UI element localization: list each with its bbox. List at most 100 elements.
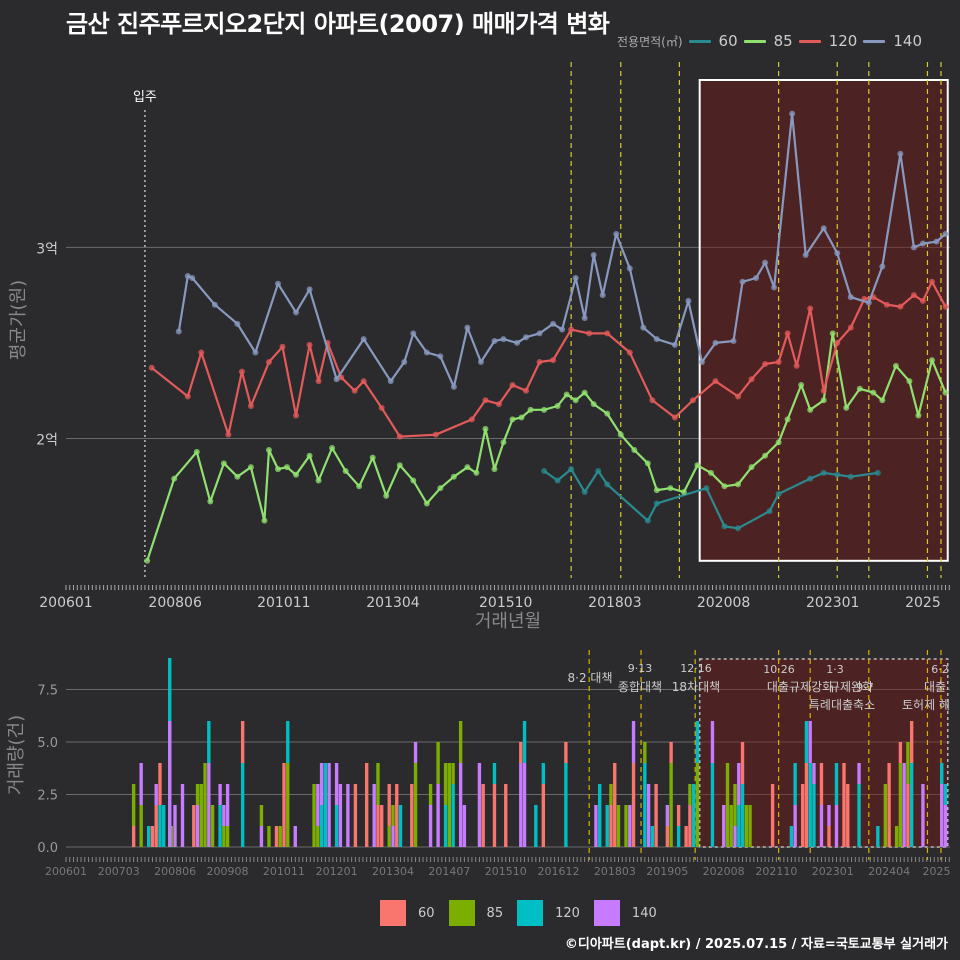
series-point-140 [423, 349, 430, 356]
series-point-85 [667, 485, 674, 492]
legend-bottom-item-140: 140 [593, 900, 657, 926]
volume-bar-140 [195, 805, 200, 847]
volume-bar-60 [492, 784, 497, 847]
series-point-85 [482, 425, 489, 432]
legend-bottom-label-85: 85 [486, 905, 504, 921]
volume-bar-120 [240, 763, 245, 847]
y-axis-title: 평균가(원) [8, 280, 29, 360]
series-point-140 [559, 326, 566, 333]
volume-bar-140 [628, 805, 632, 847]
volume-bar-140 [808, 721, 812, 763]
x-tick-label: 201510 [479, 595, 532, 611]
series-point-85 [207, 498, 214, 505]
x-tick-label: 202404 [868, 865, 910, 878]
series-point-120 [523, 387, 530, 394]
series-point-85 [748, 464, 755, 471]
volume-bar-60 [827, 826, 831, 847]
volume-bar-140 [793, 805, 797, 847]
legend-label-140: 140 [893, 32, 922, 50]
series-point-120 [396, 433, 403, 440]
series-point-85 [473, 469, 480, 476]
series-point-120 [360, 378, 367, 385]
volume-bar-60 [481, 784, 485, 805]
volume-bar-140 [857, 763, 861, 784]
series-point-85 [572, 397, 579, 404]
volume-bar-85 [624, 805, 628, 826]
series-point-85 [491, 466, 498, 473]
volume-bar-140 [827, 805, 831, 826]
volume-bar-60 [906, 784, 910, 847]
series-point-85 [306, 452, 313, 459]
volume-bar-60 [654, 784, 658, 847]
policy-label: 규제완화 [829, 680, 873, 694]
series-point-140 [333, 376, 340, 383]
volume-bar-140 [921, 784, 925, 847]
series-point-140 [802, 252, 809, 259]
series-point-85 [563, 391, 570, 398]
series-point-140 [834, 250, 841, 257]
series-point-140 [274, 280, 281, 287]
volume-bar-85 [428, 784, 433, 805]
series-point-120 [568, 326, 575, 333]
volume-bar-60 [887, 763, 891, 847]
series-point-140 [910, 244, 917, 251]
volume-bar-85 [413, 763, 418, 847]
volume-bar-140 [462, 805, 467, 847]
series-point-60 [653, 500, 660, 507]
series-point-120 [649, 397, 656, 404]
series-point-60 [820, 469, 827, 476]
volume-bar-140 [168, 721, 172, 847]
volume-bar-85 [443, 763, 448, 805]
volume-bar-60 [688, 805, 692, 847]
series-point-85 [784, 416, 791, 423]
volume-bar-85 [616, 805, 621, 847]
volume-bar-120 [162, 805, 166, 847]
series-point-120 [604, 330, 611, 337]
y-tick-label: 2.5 [37, 789, 58, 804]
series-point-120 [942, 303, 949, 310]
series-point-140 [771, 284, 778, 291]
series-point-140 [599, 292, 606, 299]
series-point-85 [617, 431, 624, 438]
x-tick-label: 201803 [594, 865, 636, 878]
series-point-60 [644, 517, 651, 524]
series-point-140 [536, 330, 543, 337]
x-tick-label: 200908 [206, 865, 248, 878]
series-point-140 [626, 265, 633, 272]
volume-bar-120 [808, 763, 812, 847]
series-point-140 [933, 238, 940, 245]
series-point-85 [820, 397, 827, 404]
series-point-60 [604, 481, 611, 488]
series-point-85 [369, 454, 376, 461]
volume-bar-120 [804, 721, 809, 763]
series-point-120 [748, 376, 755, 383]
series-point-85 [541, 406, 548, 413]
volume-bar-60 [669, 742, 673, 763]
legend-title: 전용면적(㎡) [617, 34, 683, 49]
volume-bar-120 [834, 763, 839, 805]
volume-bar-85 [669, 763, 673, 847]
series-point-60 [807, 475, 814, 482]
x-tick-label: 202301 [812, 865, 854, 878]
volume-bar-140 [218, 784, 222, 805]
volume-bar-140 [646, 784, 651, 847]
legend-bottom-label-140: 140 [631, 905, 657, 921]
volume-bar-60 [819, 763, 824, 805]
volume-bar-60 [800, 784, 805, 805]
series-point-85 [500, 439, 507, 446]
volume-bar-120 [737, 805, 741, 847]
volume-bar-60 [504, 784, 508, 847]
series-point-85 [590, 401, 597, 408]
volume-bar-85 [139, 805, 143, 847]
volume-bar-140 [139, 763, 143, 805]
volume-bar-120 [643, 763, 647, 847]
volume-bar-120 [710, 763, 715, 847]
series-point-85 [509, 416, 516, 423]
legend-item-140: 140 [863, 32, 922, 50]
chart-title: 금산 진주푸르지오2단지 아파트(2007) 매매가격 변화 [66, 10, 610, 38]
series-point-85 [775, 439, 782, 446]
legend-item-85: 85 [743, 32, 793, 50]
volume-bar-140 [812, 763, 816, 784]
series-point-85 [581, 389, 588, 396]
series-point-120 [225, 431, 232, 438]
